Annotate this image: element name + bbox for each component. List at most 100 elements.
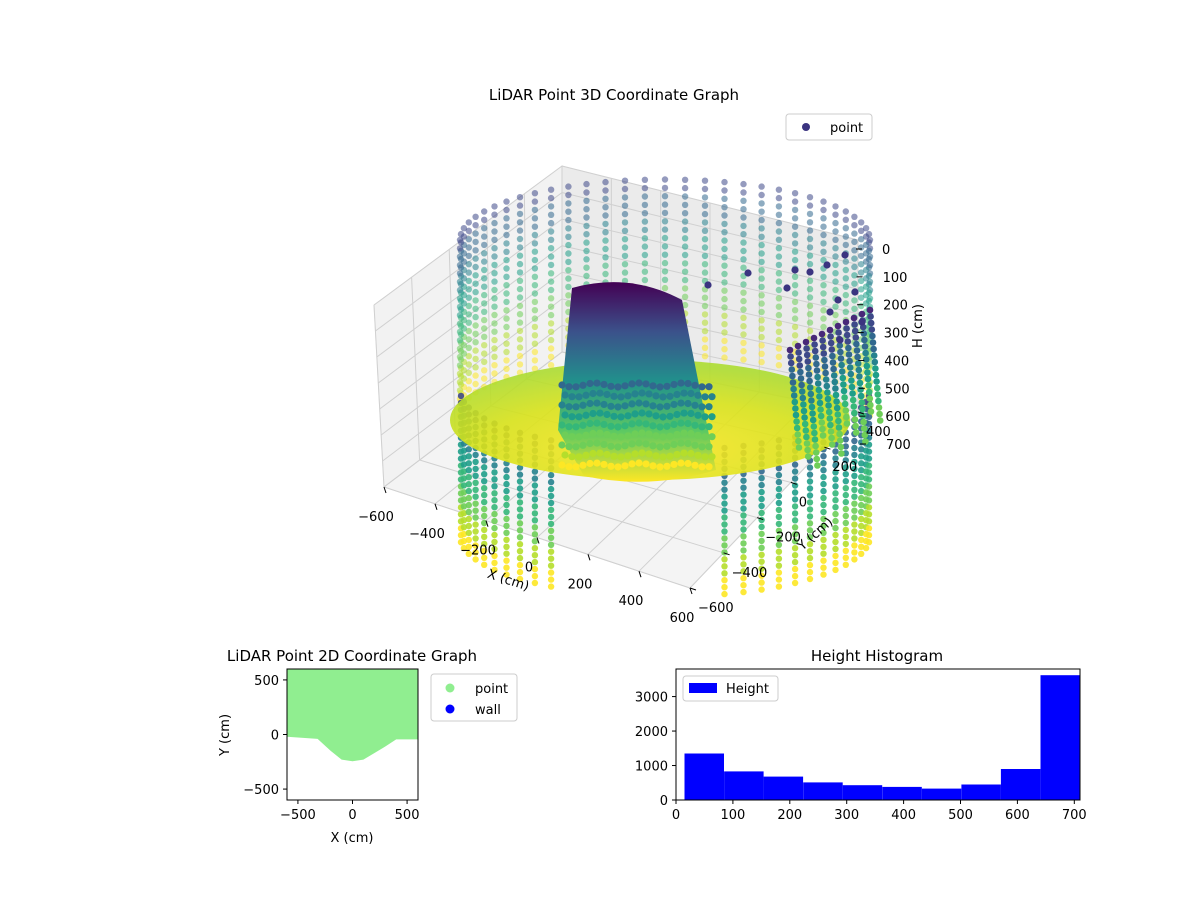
ring-point [460, 537, 468, 545]
wall-point [840, 381, 847, 388]
slab-point [638, 409, 646, 417]
wall-point [856, 379, 864, 387]
ring-point [865, 539, 873, 546]
y-tick-label-3d: −600 [698, 601, 734, 616]
ring-point [758, 481, 765, 489]
wall-point [806, 384, 814, 391]
slab-point [596, 429, 604, 437]
wall-point [833, 398, 840, 405]
ring-point [516, 352, 524, 360]
wall-point [860, 330, 868, 337]
slab-point [659, 413, 667, 421]
ring-point [503, 340, 510, 347]
ring-point [775, 328, 783, 335]
ring-point [456, 303, 464, 311]
ring-point [531, 231, 539, 239]
histogram-bar [1000, 769, 1041, 800]
ring-point [820, 298, 827, 306]
wall-point [860, 418, 867, 426]
ring-point [842, 505, 849, 513]
wall-point [845, 344, 852, 352]
slab-point [652, 432, 660, 440]
wall-point [852, 334, 860, 341]
ring-point [491, 524, 498, 532]
ring-point [842, 512, 849, 520]
ring-point [758, 579, 765, 586]
ring-point [791, 552, 799, 559]
slab-point [701, 433, 709, 441]
slab-point [705, 403, 713, 411]
ring-point [565, 267, 572, 274]
z-tick-label-3d: 100 [883, 271, 908, 286]
ring-point [621, 269, 629, 276]
wall-point [803, 433, 810, 441]
ring-point [491, 497, 498, 504]
ring-point [503, 248, 510, 255]
ring-point [621, 227, 629, 234]
ring-point [547, 295, 555, 302]
ring-point [775, 253, 783, 260]
slab-point [579, 401, 587, 409]
ring-point [491, 476, 498, 483]
ring-point [491, 370, 498, 377]
ring-point [701, 177, 709, 184]
ring-point [547, 270, 555, 277]
ring-point [472, 479, 479, 486]
wall-point [851, 416, 859, 423]
ring-point [806, 492, 814, 499]
ring-point [775, 245, 783, 252]
ring-point [583, 222, 590, 230]
ring-point [516, 527, 524, 534]
ring-point [775, 506, 783, 514]
ring-point [531, 545, 539, 552]
ring-point [641, 251, 649, 259]
ring-point [457, 392, 465, 400]
ring-point [806, 235, 814, 243]
chart-histogram: Height Histogram 0 100 200 300 400 500 600 7000… [635, 647, 1087, 823]
ring-point [820, 240, 827, 247]
legend-2d: point wall [430, 673, 518, 722]
ring-point [775, 219, 783, 227]
ring-point [791, 231, 799, 239]
ring-point [456, 353, 464, 361]
ring-point [583, 264, 590, 271]
ring-point [758, 208, 765, 215]
ring-point [758, 267, 765, 274]
ring-point [832, 286, 839, 294]
ring-point [721, 556, 728, 563]
ring-point [503, 494, 510, 502]
legend-2d-label-wall: wall [475, 703, 501, 718]
wall-point [862, 438, 869, 445]
ring-point [721, 187, 728, 194]
ring-point [516, 534, 524, 541]
ring-point [516, 219, 524, 226]
wall-point [838, 361, 845, 369]
wall-point [851, 409, 858, 417]
ring-point [460, 530, 468, 538]
ring-point [583, 189, 590, 196]
slab-point [680, 429, 688, 437]
ring-point [661, 201, 669, 208]
wall-point [870, 345, 877, 353]
ring-point [531, 206, 539, 214]
ring-point [465, 227, 472, 234]
ring-point [740, 575, 747, 582]
ring-point [832, 455, 839, 462]
ring-point [858, 269, 865, 276]
ring-point [547, 245, 555, 252]
ring-point [758, 342, 765, 349]
ring-point [516, 269, 524, 276]
wall-point [812, 449, 820, 456]
x-tick-label-hist: 300 [834, 808, 859, 823]
ring-point [465, 467, 472, 474]
ring-point [851, 280, 858, 287]
ring-point [481, 526, 488, 534]
ring-point [565, 283, 572, 291]
ring-point [491, 545, 498, 553]
ring-point [740, 222, 747, 230]
slab-point [663, 382, 671, 390]
slab-point [579, 461, 587, 469]
ring-point [775, 228, 783, 235]
ring-point [791, 273, 799, 280]
ring-point [851, 458, 858, 466]
